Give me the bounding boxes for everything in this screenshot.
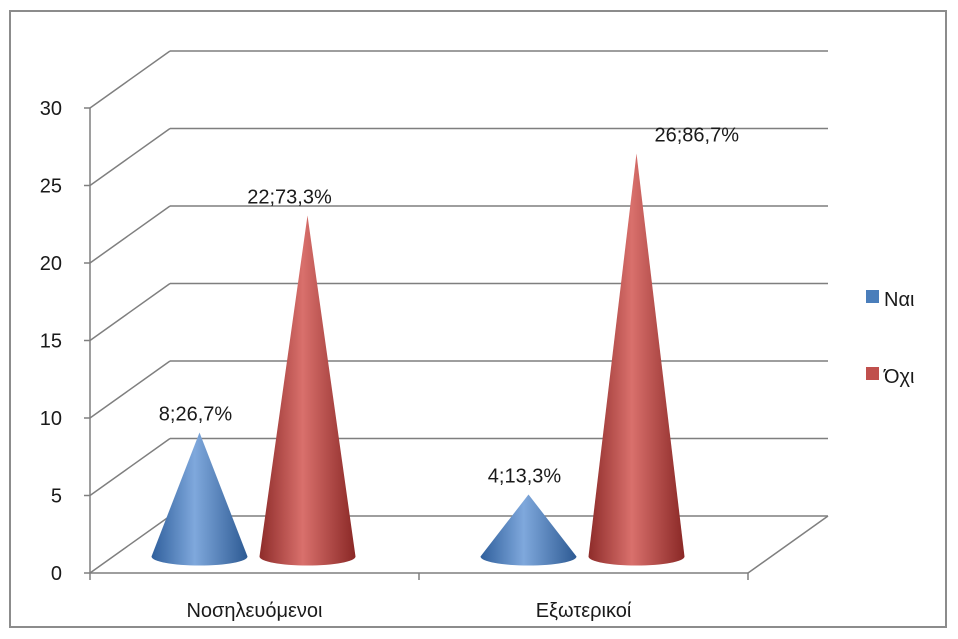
cone-nai-1 — [480, 494, 577, 566]
category-label: Εξωτερικοί — [536, 600, 632, 622]
side-gridline — [89, 50, 171, 109]
data-label: 4;13,3% — [488, 466, 562, 488]
cone-oxi-1 — [588, 153, 685, 566]
y-tick-label: 15 — [40, 331, 62, 353]
cone-body — [480, 494, 577, 566]
floor-edge — [747, 515, 829, 574]
cone-nai-0 — [151, 432, 248, 566]
side-gridline — [89, 127, 171, 187]
axes: 0 5 10 15 20 25 30 Νοσηλευόμενοι Εξωτερικοί — [40, 98, 829, 622]
legend-swatch — [866, 367, 879, 380]
side-gridline — [89, 205, 171, 264]
side-gridline — [89, 282, 171, 342]
labels: 8;26,7% 22;73,3% 4;13,3% 26;86,7% — [159, 125, 739, 488]
legend-label: Όχι — [883, 366, 914, 388]
legend-swatch — [866, 290, 879, 303]
side-gridline — [89, 437, 171, 497]
cone-oxi-0 — [259, 215, 356, 566]
y-tick-label: 25 — [40, 176, 62, 198]
legend-label: Ναι — [884, 289, 914, 311]
y-tick-label: 30 — [40, 98, 62, 120]
data-label: 22;73,3% — [247, 187, 332, 209]
side-gridline — [89, 360, 171, 419]
data-label: 26;86,7% — [655, 125, 740, 147]
y-tick-label: 0 — [51, 563, 62, 585]
data-label: 8;26,7% — [159, 404, 233, 426]
side-gridline — [89, 515, 171, 574]
legend: Ναι Όχι — [866, 289, 914, 388]
category-label: Νοσηλευόμενοι — [186, 600, 322, 622]
y-tick-label: 5 — [51, 486, 62, 508]
y-tick-label: 20 — [40, 253, 62, 275]
y-tick-label: 10 — [40, 408, 62, 430]
cone-body — [588, 153, 685, 566]
cones — [151, 153, 685, 566]
cone-body — [151, 432, 248, 566]
cone-body — [259, 215, 356, 566]
